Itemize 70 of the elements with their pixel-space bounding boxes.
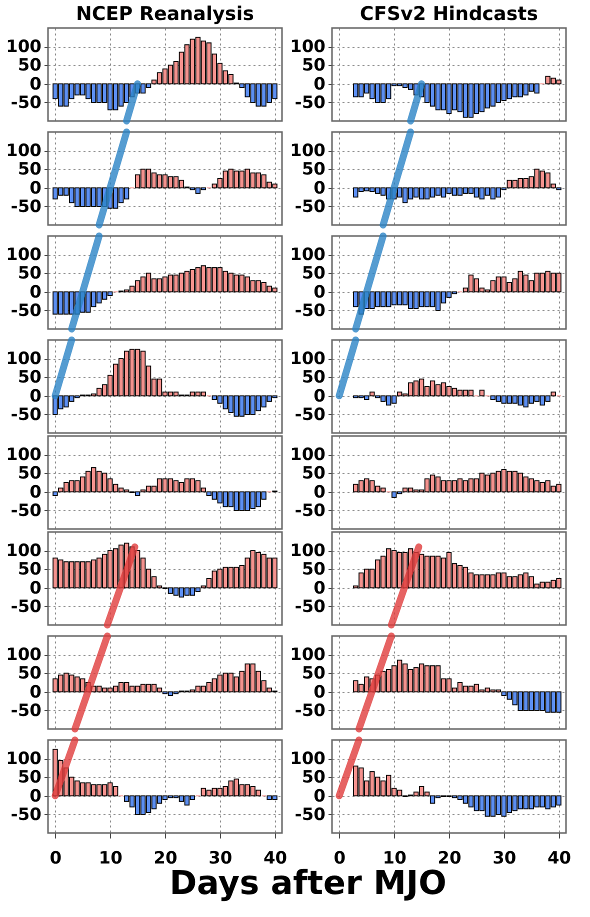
y-tick-label: 0 [314, 74, 326, 94]
y-tick-label: 0 [30, 578, 42, 598]
y-tick-label: 100 [290, 141, 326, 162]
y-tick-label: -50 [10, 300, 42, 321]
y-tick-label: -50 [294, 700, 326, 721]
y-tick-label: 100 [6, 349, 42, 370]
y-tick-label: 100 [290, 245, 326, 266]
y-tick-label: -50 [10, 596, 42, 617]
y-tick-label: 0 [30, 786, 42, 806]
y-tick-label: -50 [10, 700, 42, 721]
y-tick-label: 0 [30, 282, 42, 302]
y-tick-label: 100 [290, 541, 326, 562]
y-tick-label: 0 [30, 74, 42, 94]
y-tick-label: 0 [314, 682, 326, 702]
y-tick-label: 50 [302, 56, 326, 76]
y-tick-label: -50 [294, 300, 326, 321]
y-tick-label: 0 [314, 178, 326, 198]
y-tick-label: 100 [290, 349, 326, 370]
y-tick-label: 0 [30, 682, 42, 702]
y-tick-label: 50 [302, 664, 326, 684]
y-tick-label: -50 [294, 596, 326, 617]
y-tick-label: 50 [18, 560, 42, 580]
y-tick-label: 50 [18, 160, 42, 180]
y-tick-label: -50 [10, 404, 42, 425]
y-tick-label: 0 [314, 386, 326, 406]
y-tick-label: -50 [294, 404, 326, 425]
y-tick-label: 100 [290, 645, 326, 666]
y-tick-label: 50 [302, 768, 326, 788]
y-tick-label: 100 [6, 749, 42, 770]
y-tick-label: 100 [290, 445, 326, 466]
y-tick-label: 100 [6, 37, 42, 58]
y-tick-label: 50 [18, 56, 42, 76]
y-tick-label: 100 [6, 645, 42, 666]
x-tick-label: 10 [98, 848, 123, 868]
y-tick-label: -50 [294, 196, 326, 217]
chart-title: NCEP Reanalysis [76, 3, 254, 25]
y-tick-label: 50 [302, 560, 326, 580]
y-tick-label: 50 [18, 264, 42, 284]
x-tick-label: 0 [50, 848, 62, 868]
y-tick-label: 100 [6, 245, 42, 266]
x-tick-label: 40 [547, 848, 572, 868]
y-tick-label: 0 [30, 482, 42, 502]
y-tick-label: 0 [314, 578, 326, 598]
y-tick-label: -50 [10, 92, 42, 113]
y-tick-label: 100 [6, 141, 42, 162]
y-tick-label: 50 [18, 368, 42, 388]
y-tick-label: 50 [18, 768, 42, 788]
y-tick-label: 100 [6, 541, 42, 562]
chart-title: CFSv2 Hindcasts [360, 3, 538, 25]
y-tick-label: -50 [10, 804, 42, 825]
y-tick-label: 50 [18, 464, 42, 484]
y-tick-label: 50 [302, 160, 326, 180]
y-tick-label: 0 [314, 482, 326, 502]
x-tick-label: 30 [492, 848, 516, 868]
y-tick-label: -50 [10, 500, 42, 521]
y-tick-label: 50 [302, 464, 326, 484]
y-tick-label: 50 [302, 264, 326, 284]
y-tick-label: -50 [294, 500, 326, 521]
y-tick-label: -50 [10, 196, 42, 217]
y-tick-label: 100 [290, 37, 326, 58]
y-tick-label: -50 [294, 92, 326, 113]
y-tick-label: -50 [294, 804, 326, 825]
y-tick-label: 0 [314, 786, 326, 806]
y-tick-label: 100 [290, 749, 326, 770]
y-tick-label: 50 [18, 664, 42, 684]
y-tick-label: 0 [30, 386, 42, 406]
y-tick-label: 0 [30, 178, 42, 198]
y-tick-label: 100 [6, 445, 42, 466]
y-tick-label: 50 [302, 368, 326, 388]
y-tick-label: 0 [314, 282, 326, 302]
